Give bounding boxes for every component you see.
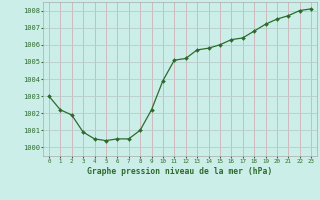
X-axis label: Graphe pression niveau de la mer (hPa): Graphe pression niveau de la mer (hPa): [87, 167, 273, 176]
